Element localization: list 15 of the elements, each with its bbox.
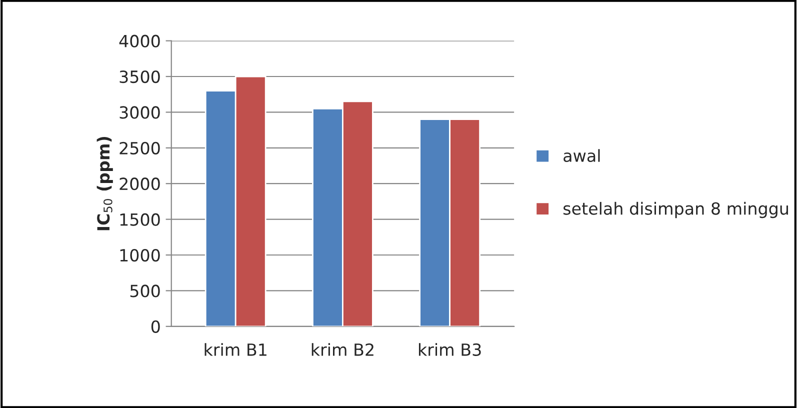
y-tick-label: 2500 <box>120 142 160 154</box>
y-tick-label: 4000 <box>119 34 160 48</box>
y-tick-label: 500 <box>130 284 160 298</box>
y-tick-label: 2000 <box>120 178 160 190</box>
x-tick-label: krim B3 <box>418 343 481 356</box>
y-tick-label: 1000 <box>120 248 160 262</box>
x-tick-label: krim B2 <box>312 343 374 356</box>
y-tick-label: 3500 <box>120 70 160 84</box>
x-tick-label: krim B1 <box>204 343 266 356</box>
y-axis-title: IC$_{50}$ (ppm) <box>96 136 113 230</box>
legend-label: setelah disimpan 8 minggu <box>563 202 788 218</box>
legend-label: awal <box>564 149 600 162</box>
y-tick-label: 0 <box>151 320 160 333</box>
y-tick-label: 1500 <box>120 213 160 226</box>
y-tick-label: 3000 <box>120 106 160 119</box>
